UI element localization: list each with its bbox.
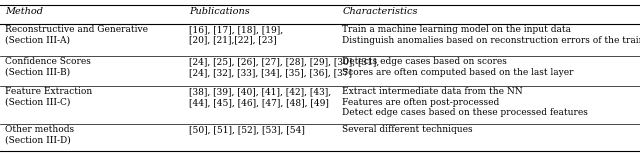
Text: Several different techniques: Several different techniques bbox=[342, 125, 473, 134]
Text: Extract intermediate data from the NN: Extract intermediate data from the NN bbox=[342, 87, 523, 96]
Text: (Section III-A): (Section III-A) bbox=[5, 36, 70, 45]
Text: (Section III-D): (Section III-D) bbox=[5, 136, 71, 145]
Text: Detects edge cases based on scores: Detects edge cases based on scores bbox=[342, 57, 508, 66]
Text: Publications: Publications bbox=[189, 7, 250, 16]
Text: [50], [51], [52], [53], [54]: [50], [51], [52], [53], [54] bbox=[189, 125, 305, 134]
Text: [38], [39], [40], [41], [42], [43],: [38], [39], [40], [41], [42], [43], bbox=[189, 87, 331, 96]
Text: [16], [17], [18], [19],: [16], [17], [18], [19], bbox=[189, 25, 283, 34]
Text: Characteristics: Characteristics bbox=[342, 7, 418, 16]
Text: Feature Extraction: Feature Extraction bbox=[5, 87, 92, 96]
Text: Confidence Scores: Confidence Scores bbox=[5, 57, 91, 66]
Text: (Section III-B): (Section III-B) bbox=[5, 68, 70, 77]
Text: Features are often post-processed: Features are often post-processed bbox=[342, 98, 500, 107]
Text: [44], [45], [46], [47], [48], [49]: [44], [45], [46], [47], [48], [49] bbox=[189, 98, 329, 107]
Text: [20], [21],[22], [23]: [20], [21],[22], [23] bbox=[189, 36, 276, 45]
Text: Other methods: Other methods bbox=[5, 125, 74, 134]
Text: Reconstructive and Generative: Reconstructive and Generative bbox=[5, 25, 148, 34]
Text: (Section III-C): (Section III-C) bbox=[5, 98, 70, 107]
Text: Train a machine learning model on the input data: Train a machine learning model on the in… bbox=[342, 25, 572, 34]
Text: Detect edge cases based on these processed features: Detect edge cases based on these process… bbox=[342, 108, 588, 117]
Text: Method: Method bbox=[5, 7, 43, 16]
Text: [24], [25], [26], [27], [28], [29], [30], [31],: [24], [25], [26], [27], [28], [29], [30]… bbox=[189, 57, 379, 66]
Text: Scores are often computed based on the last layer: Scores are often computed based on the l… bbox=[342, 68, 574, 77]
Text: [24], [32], [33], [34], [35], [36], [37]: [24], [32], [33], [34], [35], [36], [37] bbox=[189, 68, 352, 77]
Text: Distinguish anomalies based on reconstruction errors of the trained model: Distinguish anomalies based on reconstru… bbox=[342, 36, 640, 45]
